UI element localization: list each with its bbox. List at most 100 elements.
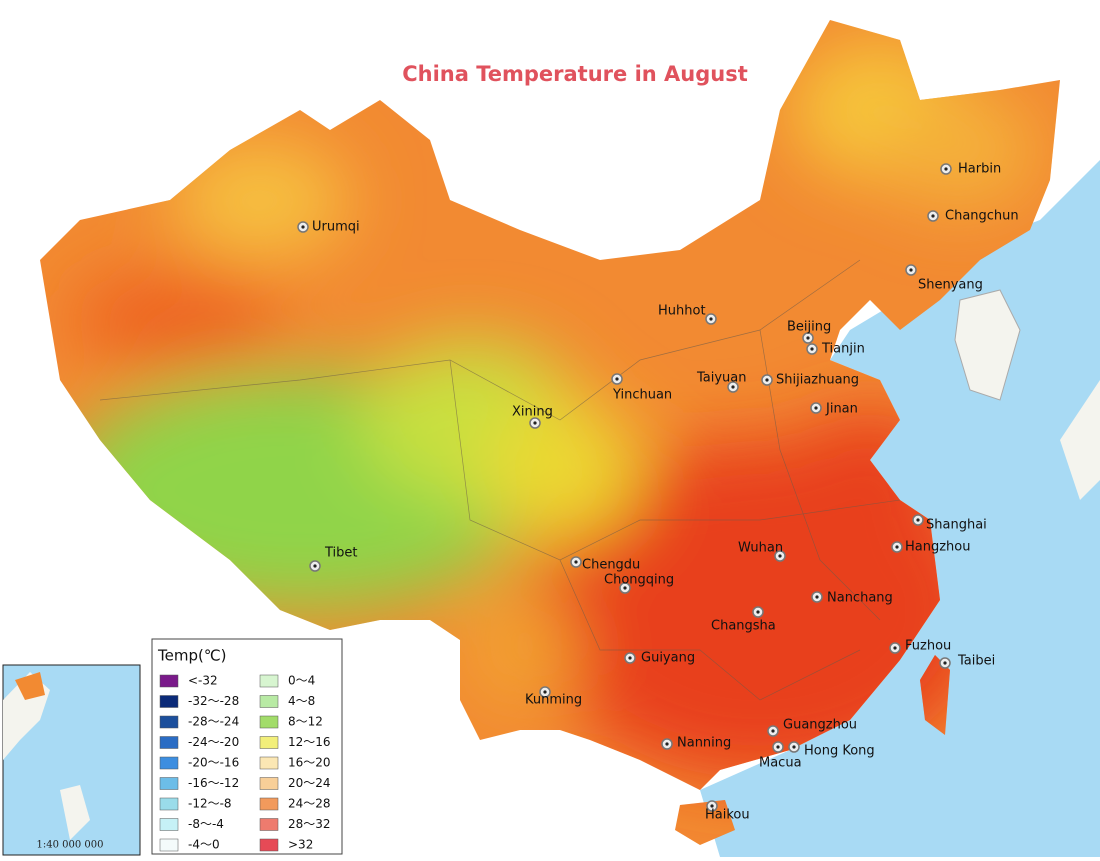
city-dot [623, 586, 627, 590]
city-label: Taibei [957, 654, 995, 669]
city-dot [533, 421, 537, 425]
city-label: Urumqi [312, 220, 360, 235]
legend-swatch [259, 818, 279, 831]
city-dot [814, 406, 818, 410]
legend-swatch [259, 715, 279, 729]
legend-swatch [159, 818, 179, 831]
city-dot [574, 560, 578, 564]
city-label: Taiyuan [696, 371, 747, 386]
legend: Temp(℃) <-32 -32～-28 -28～-24 -24～-20 -20～-16… [151, 638, 343, 855]
inset: 1:40 000 000 [2, 664, 141, 856]
city-dot [916, 518, 920, 522]
city-label: Shenyang [918, 278, 983, 293]
city-dot [810, 347, 814, 351]
map-title: China Temperature in August [402, 62, 748, 86]
legend-label: 8～12 [288, 715, 323, 729]
cities: Harbin Changchun Shenyang Urumqi Huhhot Beiji… [297, 162, 1019, 823]
legend-label: -32～-28 [188, 694, 239, 708]
city-label: Harbin [958, 162, 1001, 177]
legend-swatch [259, 674, 279, 688]
legend-label: -28～-24 [188, 715, 239, 729]
legend-label: 28～32 [288, 817, 331, 831]
legend-swatch [259, 777, 279, 790]
city-label: Tibet [324, 546, 358, 561]
city-label: Shanghai [926, 518, 987, 533]
city-label: Xining [512, 405, 553, 420]
city-dot [944, 167, 948, 171]
city-label: Jinan [825, 402, 858, 417]
legend-swatch [259, 756, 279, 770]
province-borders [99, 259, 901, 701]
city-label: Yinchuan [612, 388, 672, 403]
city-label: Hangzhou [905, 540, 971, 555]
city-label: Haikou [705, 808, 750, 823]
city-label: Chongqing [604, 573, 674, 588]
city-label: Guangzhou [783, 718, 857, 733]
legend-swatch [159, 797, 179, 811]
legend-label: -16～-12 [188, 776, 239, 790]
city-label: Changsha [711, 619, 776, 634]
legend-label: 24～28 [288, 797, 331, 811]
city-label: Guiyang [641, 651, 695, 666]
legend-swatch [159, 756, 179, 770]
city-dot [815, 595, 819, 599]
city-label: Nanchang [827, 591, 893, 606]
city-dot [909, 268, 913, 272]
legend-label: 20～24 [288, 776, 331, 790]
city-dot [731, 385, 735, 389]
city-label: Shijiazhuang [776, 373, 859, 388]
legend-swatch [159, 736, 179, 749]
city-dot [665, 742, 669, 746]
legend-label: 0～4 [288, 674, 315, 688]
legend-label: -4～0 [188, 838, 220, 852]
legend-label: 12～16 [288, 735, 331, 749]
legend-swatch [159, 715, 179, 729]
city-dot [628, 656, 632, 660]
city-dot [893, 646, 897, 650]
city-label: Fuzhou [905, 639, 951, 654]
legend-label: >32 [288, 838, 313, 852]
city-dot [765, 378, 769, 382]
legend-swatch [159, 695, 179, 708]
city-dot [776, 745, 780, 749]
city-dot [931, 214, 935, 218]
city-dot [895, 545, 899, 549]
legend-label: -12～-8 [188, 797, 232, 811]
legend-label: -24～-20 [188, 735, 239, 749]
city-label: Wuhan [738, 541, 783, 556]
city-dot [710, 804, 714, 808]
city-dot [943, 661, 947, 665]
city-label: Nanning [677, 736, 731, 751]
legend-title: Temp(℃) [157, 647, 227, 665]
inset-scale: 1:40 000 000 [37, 840, 104, 851]
legend-swatch [159, 838, 179, 852]
city-dot [709, 317, 713, 321]
city-label: Huhhot [658, 304, 706, 319]
city-dot [771, 729, 775, 733]
legend-label: -20～-16 [188, 756, 239, 770]
city-dot [313, 564, 317, 568]
city-dot [778, 554, 782, 558]
city-label: Macua [759, 756, 802, 771]
korea [954, 289, 1021, 401]
legend-label: 4～8 [288, 694, 315, 708]
legend-swatch [259, 838, 279, 852]
legend-label: 16～20 [288, 756, 331, 770]
legend-label: <-32 [188, 674, 218, 688]
city-dot [615, 377, 619, 381]
legend-swatch [259, 695, 279, 708]
city-dot [756, 610, 760, 614]
legend-swatch [159, 674, 179, 688]
legend-swatch [259, 797, 279, 811]
legend-label: -8～-4 [188, 817, 224, 831]
legend-swatch [259, 736, 279, 749]
city-label: Hong Kong [804, 744, 875, 759]
legend-swatch [159, 777, 179, 790]
city-label: Chengdu [582, 558, 640, 573]
japan [1060, 380, 1100, 500]
city-label: Changchun [945, 209, 1019, 224]
city-dot [806, 336, 810, 340]
city-dot [792, 745, 796, 749]
city-label: Kunming [525, 693, 582, 708]
